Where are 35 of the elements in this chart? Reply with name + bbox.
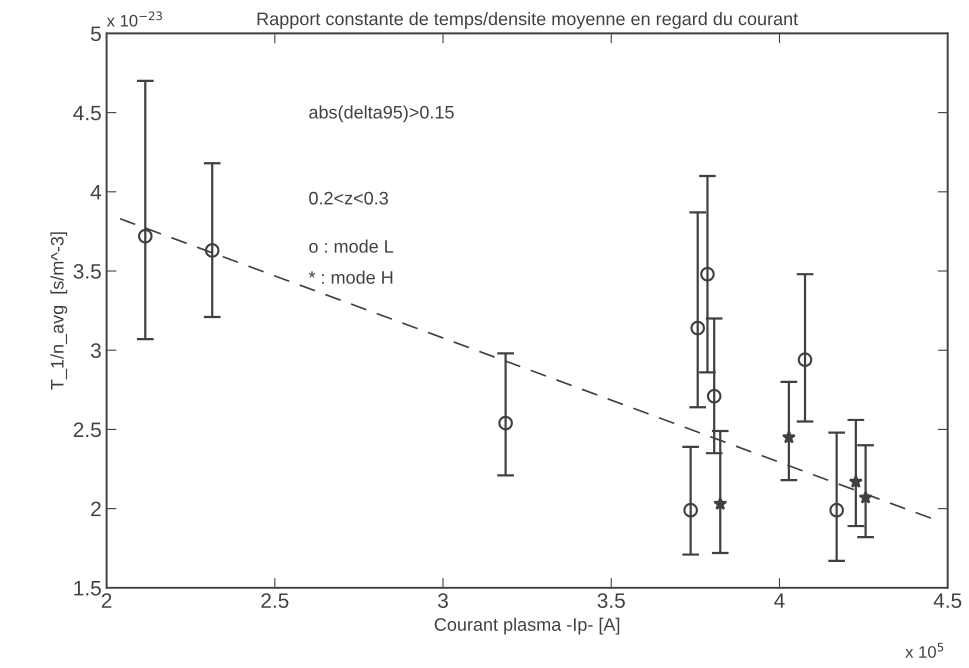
annotation: abs(delta95)>0.15 xyxy=(309,105,454,122)
point xyxy=(700,266,715,282)
x-tick-label: 4 xyxy=(774,593,785,608)
point xyxy=(138,228,153,244)
chart-title: Rapport constante de temps/densite moyenne en regard du courant xyxy=(258,12,798,29)
point xyxy=(204,243,220,258)
text: x 10$^{5}$ xyxy=(905,642,944,658)
point xyxy=(782,430,796,444)
x-tick-label: 3.5 xyxy=(598,593,625,608)
point xyxy=(706,388,722,404)
point xyxy=(690,320,706,336)
point xyxy=(798,352,812,368)
point xyxy=(848,474,863,488)
y-tick-label: 4.5 xyxy=(73,106,101,120)
x-tick-label: 4.5 xyxy=(934,593,962,608)
text: x 10$^{−23}$ xyxy=(106,11,162,27)
point xyxy=(829,502,844,518)
y-axis-title: T_1/n_avg [s/m^-3] xyxy=(50,232,68,390)
y-tick-label: 5 xyxy=(90,26,101,42)
y-tick-label: 4 xyxy=(90,185,102,200)
x-axis-title: Courant plasma -Ip- [A] xyxy=(434,618,620,635)
point xyxy=(498,416,513,430)
point xyxy=(713,496,728,510)
y-tick-label: 2 xyxy=(91,502,101,516)
x-tick-label: 3 xyxy=(438,593,448,608)
y-tick-label: 1.5 xyxy=(74,581,101,596)
point xyxy=(683,502,698,518)
x-tick-label: 2.5 xyxy=(261,593,288,608)
y-tick-label: 3 xyxy=(90,343,101,358)
annotation: 0.2<z<0.3 xyxy=(309,192,388,205)
y-tick-label: 2.5 xyxy=(74,422,101,438)
x-tick-label: 2 xyxy=(102,593,112,608)
annotation: o : mode L xyxy=(309,240,394,253)
y-tick-label: 3.5 xyxy=(74,264,101,279)
annotation: * : mode H xyxy=(308,270,392,284)
